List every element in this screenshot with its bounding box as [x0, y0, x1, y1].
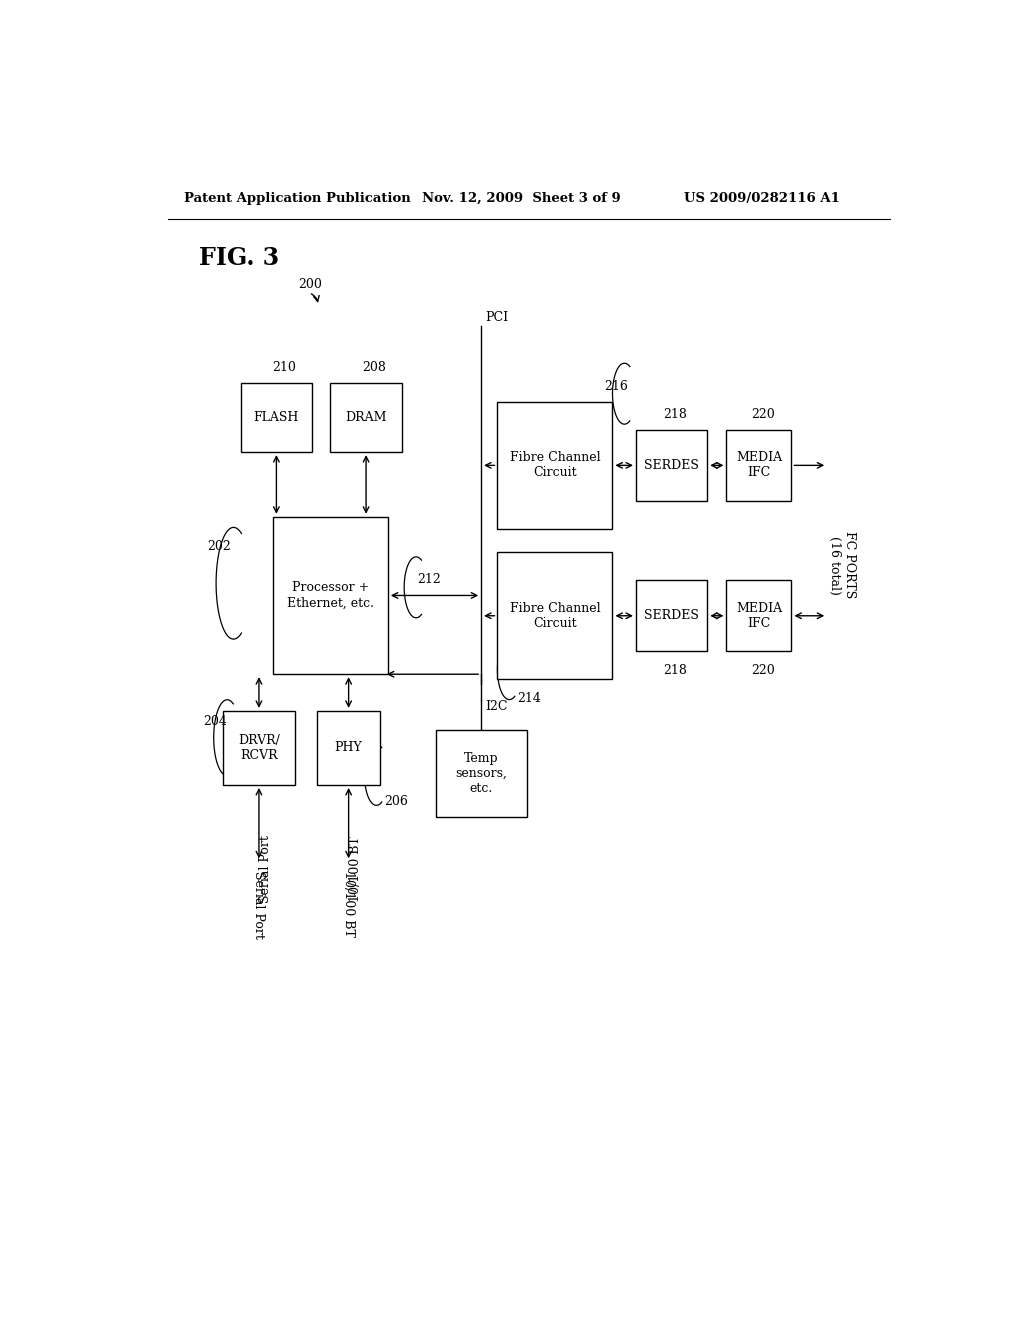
- Text: 202: 202: [207, 540, 231, 553]
- Text: US 2009/0282116 A1: US 2009/0282116 A1: [684, 193, 840, 205]
- Text: 210: 210: [272, 360, 296, 374]
- Bar: [241, 383, 312, 453]
- Text: Nov. 12, 2009  Sheet 3 of 9: Nov. 12, 2009 Sheet 3 of 9: [422, 193, 621, 205]
- Text: 218: 218: [664, 664, 687, 677]
- Text: DRVR/
RCVR: DRVR/ RCVR: [238, 734, 280, 762]
- Text: 10/100 BT: 10/100 BT: [342, 871, 355, 937]
- Bar: [726, 581, 792, 651]
- Text: I2C: I2C: [485, 700, 508, 713]
- Text: PHY: PHY: [335, 742, 362, 755]
- Text: FC PORTS
(16 total): FC PORTS (16 total): [828, 532, 856, 598]
- Text: MEDIA
IFC: MEDIA IFC: [736, 602, 782, 630]
- Text: 206: 206: [384, 796, 409, 808]
- Text: 218: 218: [664, 408, 687, 421]
- Bar: [636, 581, 708, 651]
- Bar: [498, 552, 612, 680]
- Text: 208: 208: [362, 360, 386, 374]
- Text: 200: 200: [299, 279, 323, 292]
- Bar: [316, 710, 380, 785]
- Text: 212: 212: [418, 573, 441, 586]
- Text: Serial Port: Serial Port: [253, 871, 265, 940]
- Text: 214: 214: [517, 692, 541, 705]
- Text: Fibre Channel
Circuit: Fibre Channel Circuit: [510, 451, 600, 479]
- Text: 216: 216: [604, 380, 629, 392]
- Text: FIG. 3: FIG. 3: [200, 246, 280, 271]
- Bar: [435, 730, 526, 817]
- Bar: [331, 383, 401, 453]
- Text: Patent Application Publication: Patent Application Publication: [183, 193, 411, 205]
- Text: Processor +
Ethernet, etc.: Processor + Ethernet, etc.: [287, 581, 374, 610]
- Text: PCI: PCI: [485, 310, 508, 323]
- Text: SERDES: SERDES: [644, 459, 699, 471]
- Bar: [498, 401, 612, 529]
- Bar: [272, 516, 388, 675]
- Text: 10/100 BT: 10/100 BT: [348, 837, 361, 903]
- Bar: [636, 430, 708, 500]
- Text: DRAM: DRAM: [345, 411, 387, 424]
- Text: SERDES: SERDES: [644, 610, 699, 622]
- Text: 220: 220: [751, 664, 775, 677]
- Bar: [223, 710, 295, 785]
- Text: Fibre Channel
Circuit: Fibre Channel Circuit: [510, 602, 600, 630]
- Bar: [726, 430, 792, 500]
- Text: MEDIA
IFC: MEDIA IFC: [736, 451, 782, 479]
- Text: 220: 220: [751, 408, 775, 421]
- Text: FLASH: FLASH: [254, 411, 299, 424]
- Text: Serial Port: Serial Port: [259, 836, 272, 903]
- Text: 204: 204: [204, 714, 227, 727]
- Text: Temp
sensors,
etc.: Temp sensors, etc.: [456, 752, 507, 795]
